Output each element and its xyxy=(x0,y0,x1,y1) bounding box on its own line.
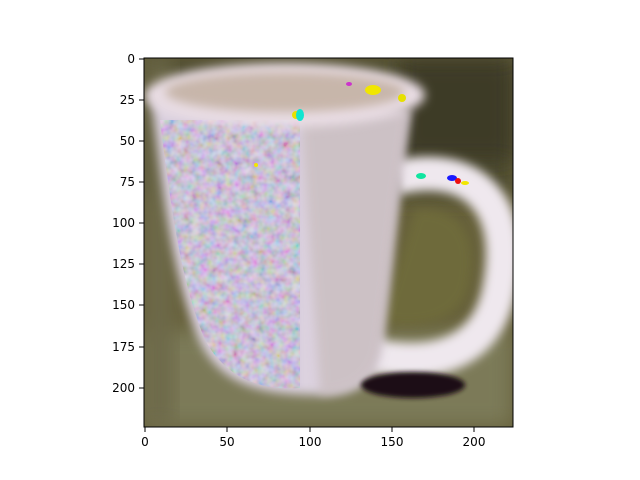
x-tick-label: 0 xyxy=(141,435,149,449)
y-tick-label: 75 xyxy=(120,175,135,189)
y-tick-label: 200 xyxy=(112,381,135,395)
highlight-markers xyxy=(254,82,469,185)
marker-cyan-2 xyxy=(416,173,426,179)
marker-cyan-1 xyxy=(296,109,304,121)
y-tick-label: 25 xyxy=(120,93,135,107)
y-tick-label: 125 xyxy=(112,257,135,271)
marker-yellow-5 xyxy=(254,163,258,167)
x-tick-label: 150 xyxy=(381,435,404,449)
y-tick-label: 50 xyxy=(120,134,135,148)
x-tick-label: 200 xyxy=(463,435,486,449)
marker-red xyxy=(455,178,461,184)
marker-yellow-1 xyxy=(365,85,381,95)
mug-photo xyxy=(144,58,513,427)
x-axis: 0 50 100 150 200 xyxy=(141,427,485,449)
marker-blue xyxy=(447,175,457,181)
marker-magenta xyxy=(346,82,352,86)
x-tick-label: 50 xyxy=(219,435,234,449)
y-axis: 0 25 50 75 100 125 150 175 200 xyxy=(112,52,144,395)
image-frame xyxy=(143,57,514,428)
y-tick-label: 175 xyxy=(112,340,135,354)
marker-yellow-2 xyxy=(398,94,406,102)
x-tick-label: 100 xyxy=(299,435,322,449)
y-tick-label: 0 xyxy=(127,52,135,66)
marker-yellow-4 xyxy=(461,181,469,185)
y-tick-label: 150 xyxy=(112,298,135,312)
y-tick-label: 100 xyxy=(112,216,135,230)
